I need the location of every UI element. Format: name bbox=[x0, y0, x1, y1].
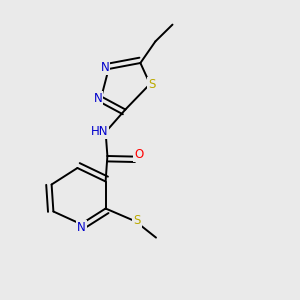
Text: N: N bbox=[77, 220, 86, 234]
Text: O: O bbox=[134, 148, 143, 161]
Text: N: N bbox=[100, 61, 109, 74]
Text: N: N bbox=[93, 92, 102, 105]
Text: HN: HN bbox=[91, 124, 108, 138]
Text: S: S bbox=[134, 214, 141, 227]
Text: S: S bbox=[148, 77, 155, 91]
